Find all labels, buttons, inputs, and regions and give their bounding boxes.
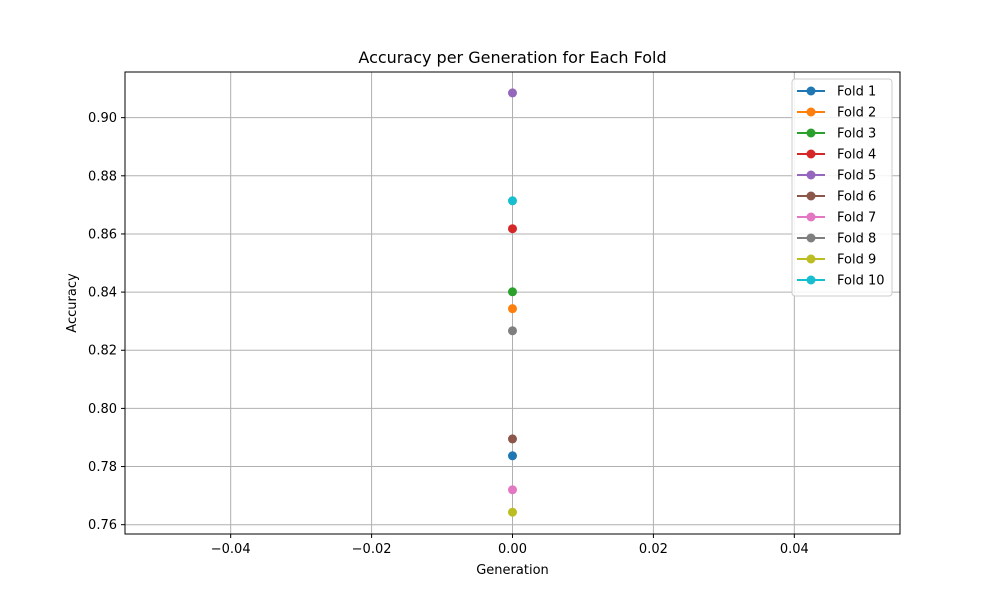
legend-label: Fold 1 <box>837 85 876 100</box>
legend-marker <box>806 128 816 138</box>
y-tick-label: 0.84 <box>88 286 117 301</box>
series-fold-2 <box>508 304 517 314</box>
legend-item: Fold 2 <box>797 106 876 121</box>
legend-label: Fold 3 <box>837 127 876 142</box>
legend-marker <box>806 254 816 264</box>
x-tick-label: −0.04 <box>211 542 251 557</box>
data-point <box>508 304 517 314</box>
data-point <box>508 326 517 336</box>
data-point <box>508 434 517 444</box>
chart-title: Accuracy per Generation for Each Fold <box>358 48 666 67</box>
series-fold-8 <box>508 326 517 336</box>
y-tick-label: 0.82 <box>88 344 117 359</box>
legend: Fold 1 Fold 2 Fold 3 Fold 4 Fold 5 Fold 6 Fold… <box>791 78 893 297</box>
legend-marker <box>806 149 816 159</box>
legend-item: Fold 5 <box>797 169 876 184</box>
legend-marker <box>806 233 816 243</box>
legend-marker <box>806 212 816 222</box>
legend-item: Fold 8 <box>797 232 876 247</box>
legend-item: Fold 4 <box>797 148 876 163</box>
legend-item: Fold 9 <box>797 253 876 268</box>
legend-item: Fold 1 <box>797 85 876 100</box>
data-point <box>508 451 517 461</box>
data-points <box>508 88 517 517</box>
series-fold-3 <box>508 287 517 297</box>
y-tick-label: 0.78 <box>88 460 117 475</box>
legend-item: Fold 3 <box>797 127 876 142</box>
legend-label: Fold 4 <box>837 148 876 163</box>
legend-label: Fold 8 <box>837 232 876 247</box>
series-fold-7 <box>508 485 517 495</box>
y-axis-label: Accuracy <box>65 273 80 333</box>
y-tick-label: 0.86 <box>88 227 117 242</box>
y-tick-label: 0.76 <box>88 518 117 533</box>
x-tick-label: −0.02 <box>352 542 392 557</box>
legend-item: Fold 10 <box>797 274 885 289</box>
data-point <box>508 224 517 234</box>
data-point <box>508 196 517 206</box>
x-tick-label: 0.00 <box>498 542 527 557</box>
x-axis-label: Generation <box>476 563 549 578</box>
legend-label: Fold 6 <box>837 190 876 205</box>
data-point <box>508 485 517 495</box>
legend-label: Fold 5 <box>837 169 876 184</box>
series-fold-6 <box>508 434 517 444</box>
legend-marker <box>806 275 816 285</box>
legend-marker <box>806 191 816 201</box>
axis-ticks: −0.04 −0.02 0.00 0.02 0.04 0.76 0.78 0.80 0.82 0.… <box>88 111 809 557</box>
legend-marker <box>806 107 816 117</box>
data-point <box>508 88 517 98</box>
y-tick-label: 0.80 <box>88 402 117 417</box>
legend-marker <box>806 86 816 96</box>
legend-label: Fold 2 <box>837 106 876 121</box>
x-tick-label: 0.02 <box>639 542 668 557</box>
legend-label: Fold 7 <box>837 211 876 226</box>
y-tick-label: 0.90 <box>88 111 117 126</box>
legend-label: Fold 9 <box>837 253 876 268</box>
series-fold-5 <box>508 88 517 98</box>
x-tick-label: 0.04 <box>780 542 809 557</box>
series-fold-4 <box>508 224 517 234</box>
legend-marker <box>806 170 816 180</box>
series-fold-10 <box>508 196 517 206</box>
series-fold-1 <box>508 451 517 461</box>
data-point <box>508 287 517 297</box>
legend-label: Fold 10 <box>837 274 885 289</box>
legend-item: Fold 6 <box>797 190 876 205</box>
series-fold-9 <box>508 507 517 517</box>
data-point <box>508 507 517 517</box>
legend-item: Fold 7 <box>797 211 876 226</box>
y-tick-label: 0.88 <box>88 169 117 184</box>
